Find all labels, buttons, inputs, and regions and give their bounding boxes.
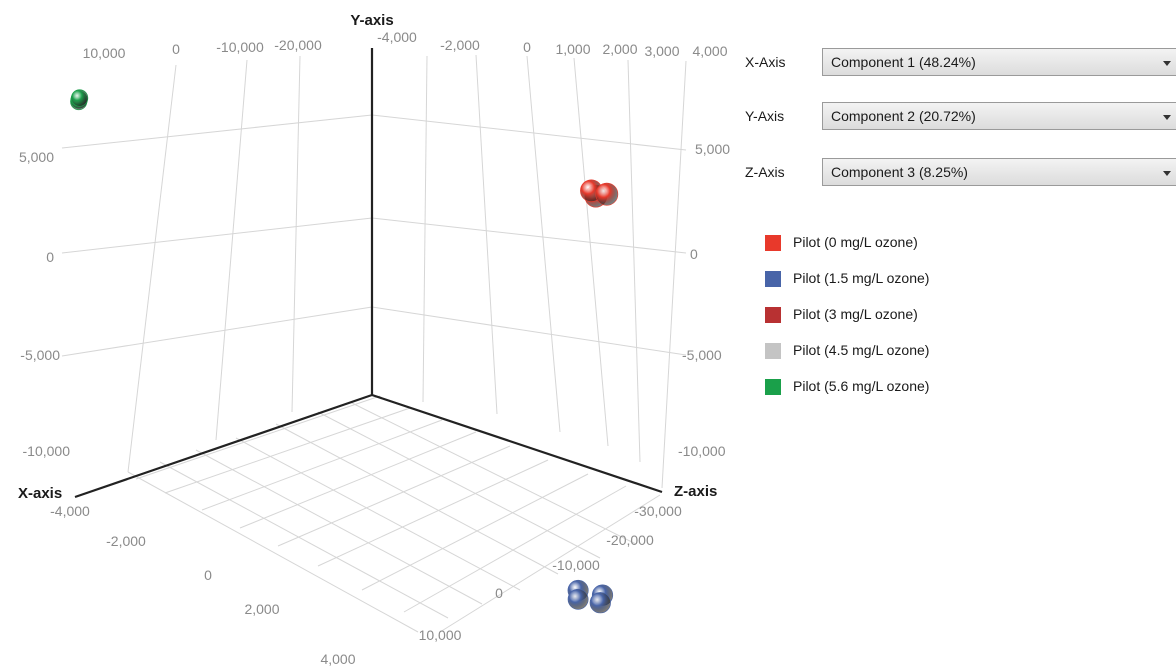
data-point[interactable] xyxy=(567,588,589,610)
y-tick-label: -10,000 xyxy=(23,443,71,459)
top-tick-label: -2,000 xyxy=(440,37,480,53)
chevron-down-icon xyxy=(1163,61,1171,66)
legend-label: Pilot (3 mg/L ozone) xyxy=(793,306,918,322)
z-axis-title: Z-axis xyxy=(674,483,717,500)
y-axis-tick-labels: 5,000 0 -5,000 -10,000 5,000 0 -5,000 -1… xyxy=(19,141,730,459)
top-tick-label: 3,000 xyxy=(644,43,679,59)
legend-label: Pilot (0 mg/L ozone) xyxy=(793,234,918,250)
legend-label: Pilot (4.5 mg/L ozone) xyxy=(793,342,930,358)
data-point[interactable] xyxy=(589,592,611,614)
top-tick-label: 1,000 xyxy=(555,41,590,57)
axis-lines xyxy=(74,48,663,499)
right-tick-label: -10,000 xyxy=(678,443,726,459)
x-tick-label: 0 xyxy=(204,567,212,583)
grid-lines xyxy=(61,54,687,633)
z-axis-select[interactable]: Component 3 (8.25%) xyxy=(822,158,1176,186)
legend-swatch xyxy=(765,307,781,323)
y-axis-select[interactable]: Component 2 (20.72%) xyxy=(822,102,1176,130)
data-point[interactable] xyxy=(70,89,89,107)
x-tick-label: -4,000 xyxy=(50,503,90,519)
data-point[interactable] xyxy=(595,182,619,206)
chevron-down-icon xyxy=(1163,115,1171,120)
x-axis-tick-labels: -4,000 -2,000 0 2,000 4,000 xyxy=(50,503,356,666)
y-axis-select-value: Component 2 (20.72%) xyxy=(831,108,976,124)
top-tick-labels: 10,000 0 -10,000 -20,000 -4,000 -2,000 0… xyxy=(83,29,728,61)
z-tick-label: -10,000 xyxy=(552,557,600,573)
right-tick-label: 0 xyxy=(690,246,698,262)
x-axis-select-value: Component 1 (48.24%) xyxy=(831,54,976,70)
x-tick-label: 2,000 xyxy=(244,601,279,617)
scatter-3d-plot: Y-axis X-axis Z-axis 10,000 0 -10,000 -2… xyxy=(18,12,730,666)
z-axis-tick-labels: -30,000 -20,000 -10,000 0 10,000 xyxy=(419,503,682,643)
top-tick-label: -10,000 xyxy=(216,39,264,55)
legend-label: Pilot (5.6 mg/L ozone) xyxy=(793,378,930,394)
chevron-down-icon xyxy=(1163,171,1171,176)
z-tick-label: -30,000 xyxy=(634,503,682,519)
legend-swatch xyxy=(765,235,781,251)
z-tick-label: 0 xyxy=(495,585,503,601)
legend-swatch xyxy=(765,271,781,287)
data-points xyxy=(70,89,619,614)
top-tick-label: -4,000 xyxy=(377,29,417,45)
z-axis-control: Z-Axis Component 3 (8.25%) xyxy=(745,158,1176,188)
z-axis-control-label: Z-Axis xyxy=(745,164,785,180)
z-axis-line xyxy=(371,393,663,494)
y-axis-control-label: Y-Axis xyxy=(745,108,785,124)
top-tick-label: -20,000 xyxy=(274,37,322,53)
z-tick-label: -20,000 xyxy=(606,532,654,548)
x-axis-control-label: X-Axis xyxy=(745,54,786,70)
right-tick-label: 5,000 xyxy=(695,141,730,157)
legend-swatch xyxy=(765,379,781,395)
y-axis-title: Y-axis xyxy=(350,12,393,29)
x-tick-label: -2,000 xyxy=(106,533,146,549)
legend-label: Pilot (1.5 mg/L ozone) xyxy=(793,270,930,286)
x-axis-select[interactable]: Component 1 (48.24%) xyxy=(822,48,1176,76)
y-tick-label: 0 xyxy=(46,249,54,265)
axis-titles: Y-axis X-axis Z-axis xyxy=(18,12,717,502)
z-tick-label: 10,000 xyxy=(419,627,462,643)
top-tick-label: 0 xyxy=(523,39,531,55)
x-tick-label: 4,000 xyxy=(320,651,355,666)
top-tick-label: 2,000 xyxy=(602,41,637,57)
legend-swatch xyxy=(765,343,781,359)
top-tick-label: 0 xyxy=(172,41,180,57)
y-axis-control: Y-Axis Component 2 (20.72%) xyxy=(745,102,1176,132)
right-tick-label: -5,000 xyxy=(682,347,722,363)
top-tick-label: 10,000 xyxy=(83,45,126,61)
y-tick-label: -5,000 xyxy=(20,347,60,363)
x-axis-line xyxy=(74,393,373,499)
y-tick-label: 5,000 xyxy=(19,149,54,165)
x-axis-title: X-axis xyxy=(18,485,62,502)
x-axis-control: X-Axis Component 1 (48.24%) xyxy=(745,48,1176,78)
top-tick-label: 4,000 xyxy=(692,43,727,59)
z-axis-select-value: Component 3 (8.25%) xyxy=(831,164,968,180)
